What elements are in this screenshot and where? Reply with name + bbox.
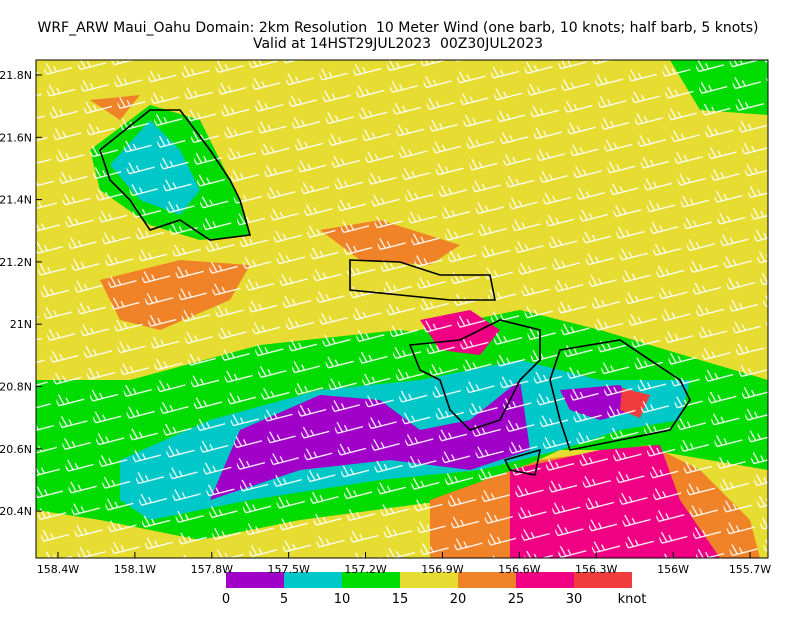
lat-label: 21.8N [0,69,32,82]
lon-label: 158.4W [37,563,79,576]
lon-label: 156.9W [421,563,463,576]
lat-label: 21N [10,318,32,331]
lon-label: 157.2W [344,563,386,576]
colorbar-label: 15 [392,592,409,607]
colorbar-label: 25 [508,592,525,607]
title: WRF_ARW Maui_Oahu Domain: 2km Resolution… [37,20,758,36]
colorbar [226,572,632,588]
colorbar-label: 10 [334,592,351,607]
lat-label: 21.6N [0,131,32,144]
lat-label: 21.4N [0,194,32,207]
lon-label: 157.8W [191,563,233,576]
lon-label: 157.5W [267,563,309,576]
colorbar-label: 30 [566,592,583,607]
lon-label: 156W [657,563,689,576]
colorbar-label: 20 [450,592,467,607]
lon-label: 156.3W [575,563,617,576]
colorbar-unit: knot [618,592,647,607]
colorbar-label: 0 [222,592,230,607]
lon-label: 158.1W [114,563,156,576]
map-frame [35,59,769,559]
lat-label: 20.4N [0,505,32,518]
lat-label: 20.6N [0,443,32,456]
lon-label: 155.7W [729,563,771,576]
colorbar-label: 5 [280,592,288,607]
lon-label: 156.6W [498,563,540,576]
lat-label: 21.2N [0,256,32,269]
map-field [36,60,768,558]
lat-label: 20.8N [0,381,32,394]
subtitle: Valid at 14HST29JUL2023 00Z30JUL2023 [253,36,543,52]
